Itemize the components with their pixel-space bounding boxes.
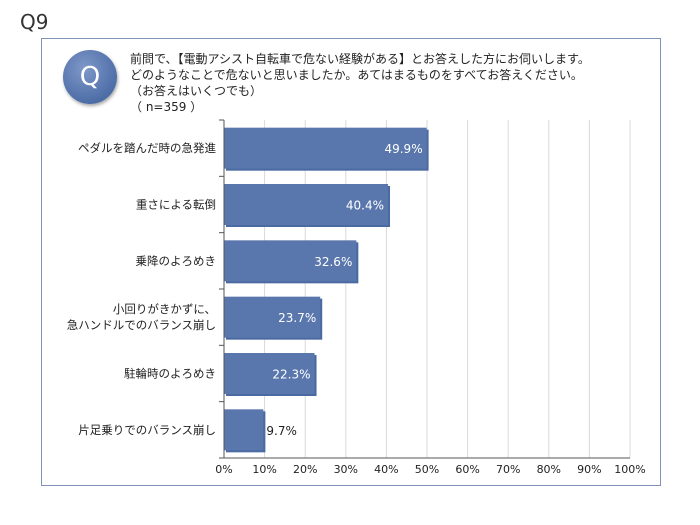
data-label: 32.6% [314,255,352,269]
bar [224,296,321,338]
question-line-4: （ n=359 ） [130,100,203,114]
data-label: 40.4% [346,199,384,213]
data-label: 22.3% [272,368,310,382]
question-text: 前問で、【電動アシスト自転車で危ない経験がある】とお答えした方にお伺いします。 … [130,51,590,115]
category-label: 乗降のよろめき [136,254,217,268]
data-label: 23.7% [278,311,316,325]
category-label-line: 急ハンドルでのバランス崩し [67,318,216,332]
x-tick-label: 70% [496,463,520,476]
x-tick-label: 100% [614,463,645,476]
category-label: 片足乗りでのバランス崩し [78,423,216,437]
question-line-2: どのようなことで危ないと思いましたか。あてはまるものをすべてお答えください。 [130,68,583,82]
bar [224,409,264,451]
x-tick-label: 20% [293,463,317,476]
bar [224,353,315,394]
question-line-3: （お答えはいくつでも） [130,84,263,98]
x-tick-label: 30% [334,463,358,476]
category-label-line: 片足乗りでのバランス崩し [78,423,216,437]
data-label: 49.9% [384,142,422,156]
category-label: 駐輪時のよろめき [124,367,216,381]
data-label: 9.7% [266,424,297,438]
category-label-line: 重さによる転倒 [136,198,216,212]
category-label-line: 駐輪時のよろめき [124,367,216,381]
category-label-line: ペダルを踏んだ時の急発進 [78,141,216,155]
question-badge-icon: Q [63,50,117,104]
category-label-line: 小回りがきかずに、 [113,302,216,316]
x-tick-label: 0% [215,463,232,476]
category-label: 小回りがきかずに、急ハンドルでのバランス崩し [67,302,216,332]
x-tick-label: 90% [577,463,601,476]
slide-label: Q9 [20,10,49,34]
bar [224,127,427,169]
x-tick-label: 40% [374,463,398,476]
x-tick-label: 10% [252,463,276,476]
category-label-line: 乗降のよろめき [136,254,217,268]
x-tick-label: 50% [415,463,439,476]
bar [224,240,357,282]
category-label: ペダルを踏んだ時の急発進 [78,141,216,155]
bar [224,184,389,225]
category-label: 重さによる転倒 [136,198,216,212]
x-tick-label: 60% [455,463,479,476]
content-frame [41,38,661,486]
question-line-1: 前問で、【電動アシスト自転車で危ない経験がある】とお答えした方にお伺いします。 [130,52,590,66]
x-tick-label: 80% [537,463,561,476]
